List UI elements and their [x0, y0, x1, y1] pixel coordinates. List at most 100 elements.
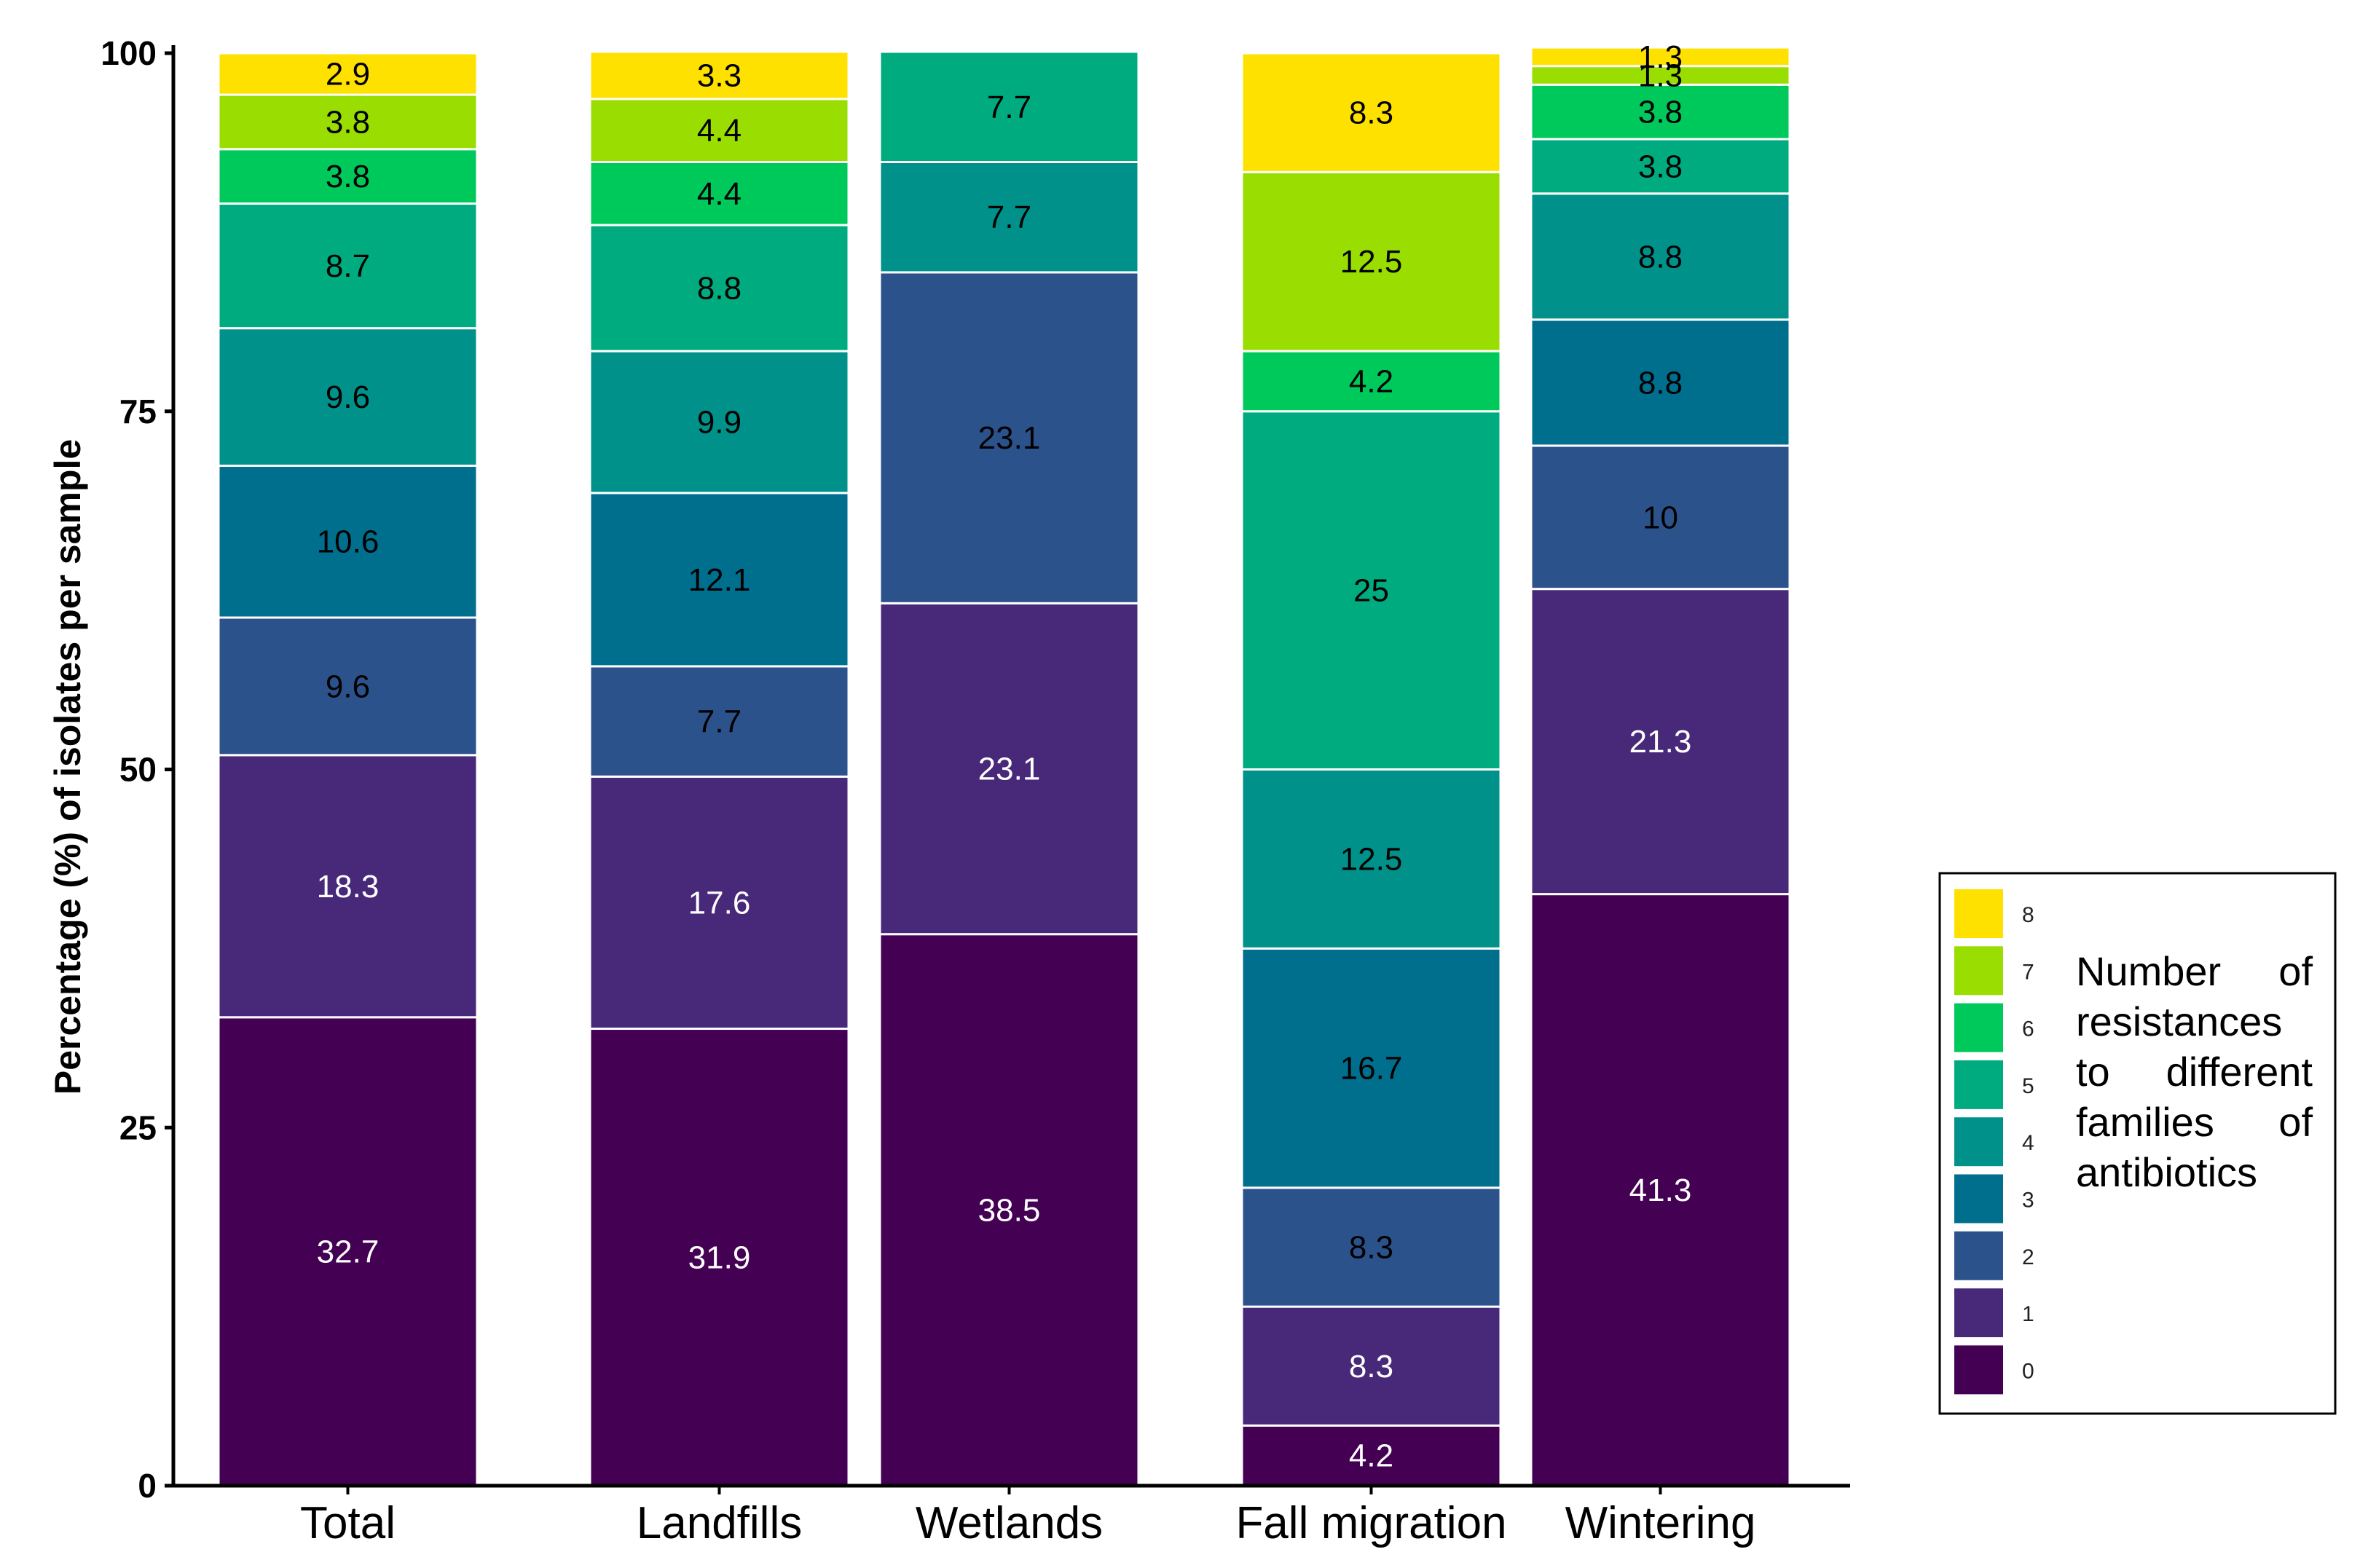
- legend-key-label: 8: [2022, 903, 2034, 927]
- y-tick-label: 50: [119, 751, 157, 789]
- legend-key-label: 4: [2022, 1131, 2034, 1155]
- data-label-wetlands-0: 38.5: [978, 1192, 1041, 1228]
- segment-labels-layer: 32.7 18.3 9.6 10.6 9.6 8.7 3.8 3.8 2.9 31.9 17.6 7.…: [317, 39, 1692, 1474]
- data-label-wetlands-5: 7.7: [987, 90, 1031, 125]
- legend-title-word: of: [2278, 948, 2313, 994]
- bar-segment-wintering-2: [1530, 444, 1791, 591]
- bar-segment-total-7: [217, 93, 479, 151]
- legend-key-label: 6: [2022, 1017, 2034, 1041]
- data-label-landfills-5: 8.8: [697, 271, 742, 307]
- x-category-label: Wetlands: [916, 1498, 1103, 1548]
- data-label-total-7: 3.8: [326, 104, 370, 140]
- data-label-fall-migration-5: 25: [1353, 573, 1389, 609]
- y-axis-title: Percentage (%) of isolates per sample: [47, 439, 88, 1095]
- legend-title-word: Number: [2076, 948, 2221, 994]
- data-label-landfills-0: 31.9: [688, 1240, 751, 1275]
- legend-key-label: 0: [2022, 1359, 2034, 1383]
- bar-segment-wetlands-0: [878, 933, 1140, 1487]
- data-label-fall-migration-6: 4.2: [1349, 363, 1393, 399]
- bar-segment-total-1: [217, 754, 479, 1019]
- bar-segment-total-8: [217, 52, 479, 96]
- legend-key-swatch-8: [1954, 889, 2003, 938]
- bar-segment-fall-migration-3: [1240, 947, 1502, 1189]
- data-label-wetlands-4: 7.7: [987, 200, 1031, 235]
- data-label-total-8: 2.9: [326, 57, 370, 92]
- bar-segment-wintering-8: [1530, 46, 1791, 68]
- y-tick-label: 25: [119, 1108, 157, 1146]
- legend-key-label: 7: [2022, 960, 2034, 984]
- bar-segment-wintering-1: [1530, 588, 1791, 896]
- bar-segment-landfills-6: [589, 160, 850, 226]
- x-category-label: Fall migration: [1235, 1498, 1506, 1548]
- data-label-wintering-4: 8.8: [1638, 239, 1683, 275]
- data-label-fall-migration-7: 12.5: [1340, 244, 1403, 280]
- data-label-total-2: 9.6: [326, 669, 370, 704]
- data-label-wintering-5: 3.8: [1638, 149, 1683, 184]
- legend-key-label: 2: [2022, 1245, 2034, 1269]
- y-tick-label: 75: [119, 393, 157, 430]
- data-label-landfills-1: 17.6: [688, 885, 751, 921]
- y-tick-label: 0: [138, 1467, 157, 1505]
- data-label-total-0: 32.7: [317, 1234, 379, 1269]
- x-category-label: Wintering: [1565, 1498, 1756, 1548]
- data-label-wintering-7: 1.3: [1638, 58, 1683, 93]
- bars-layer: [217, 46, 1791, 1487]
- legend-key-label: 5: [2022, 1074, 2034, 1098]
- bar-segment-wintering-4: [1530, 192, 1791, 321]
- data-label-wintering-3: 8.8: [1638, 365, 1683, 401]
- legend-key-swatch-6: [1954, 1003, 2003, 1052]
- data-label-wintering-2: 10: [1643, 500, 1678, 535]
- data-label-total-5: 8.7: [326, 248, 370, 284]
- bar-segment-wintering-0: [1530, 893, 1791, 1487]
- legend-key-swatch-2: [1954, 1231, 2003, 1280]
- data-label-wetlands-2: 23.1: [978, 420, 1041, 456]
- bar-segment-landfills-2: [589, 665, 850, 778]
- bar-segment-fall-migration-8: [1240, 52, 1502, 173]
- x-categories-layer: Total Landfills Wetlands Fall migration Wint…: [300, 1486, 1755, 1548]
- legend-key-swatch-3: [1954, 1174, 2003, 1224]
- bar-segment-wintering-5: [1530, 138, 1791, 195]
- data-label-wintering-1: 21.3: [1629, 724, 1692, 760]
- legend-key-label: 1: [2022, 1302, 2034, 1326]
- legend-keys: 8 7 6 5 4 3 2 1 0: [1954, 889, 2034, 1395]
- bar-segment-landfills-5: [589, 224, 850, 352]
- legend-key-swatch-0: [1954, 1345, 2003, 1395]
- bar-segment-landfills-0: [589, 1028, 850, 1487]
- bar-segment-landfills-8: [589, 50, 850, 101]
- bar-segment-fall-migration-2: [1240, 1186, 1502, 1308]
- data-label-landfills-7: 4.4: [697, 113, 742, 149]
- bar-segment-total-4: [217, 327, 479, 467]
- legend-box: [1938, 872, 2337, 1415]
- legend-title-word: families: [2076, 1099, 2214, 1145]
- data-label-total-4: 9.6: [326, 379, 370, 415]
- bar-segment-wintering-3: [1530, 318, 1791, 447]
- bar-segment-wetlands-2: [878, 271, 1140, 604]
- data-label-fall-migration-4: 12.5: [1340, 841, 1403, 877]
- bar-segment-fall-migration-0: [1240, 1424, 1502, 1487]
- bar-segment-landfills-1: [589, 775, 850, 1031]
- legend-title-word: of: [2278, 1099, 2313, 1145]
- data-label-landfills-8: 3.3: [697, 58, 742, 93]
- legend-title-word: different: [2166, 1049, 2313, 1095]
- bar-segment-fall-migration-5: [1240, 410, 1502, 771]
- bar-segment-landfills-3: [589, 492, 850, 668]
- bar-segment-total-6: [217, 148, 479, 205]
- x-category-label: Landfills: [637, 1498, 802, 1548]
- bar-segment-fall-migration-1: [1240, 1305, 1502, 1427]
- bar-segment-total-5: [217, 202, 479, 330]
- legend-title-word: resistances: [2076, 998, 2282, 1044]
- y-ticks-layer: 0 25 50 75 100: [101, 34, 173, 1505]
- legend-key-swatch-1: [1954, 1288, 2003, 1338]
- legend-title-word: to: [2076, 1049, 2110, 1095]
- data-label-total-6: 3.8: [326, 159, 370, 194]
- data-label-wetlands-1: 23.1: [978, 752, 1041, 787]
- y-tick-label: 100: [101, 34, 157, 72]
- bar-segment-fall-migration-4: [1240, 768, 1502, 950]
- data-label-total-3: 10.6: [317, 524, 379, 560]
- x-category-label: Total: [300, 1498, 396, 1548]
- legend-key-label: 3: [2022, 1189, 2034, 1213]
- data-label-landfills-3: 12.1: [688, 562, 751, 598]
- bar-segment-total-3: [217, 464, 479, 619]
